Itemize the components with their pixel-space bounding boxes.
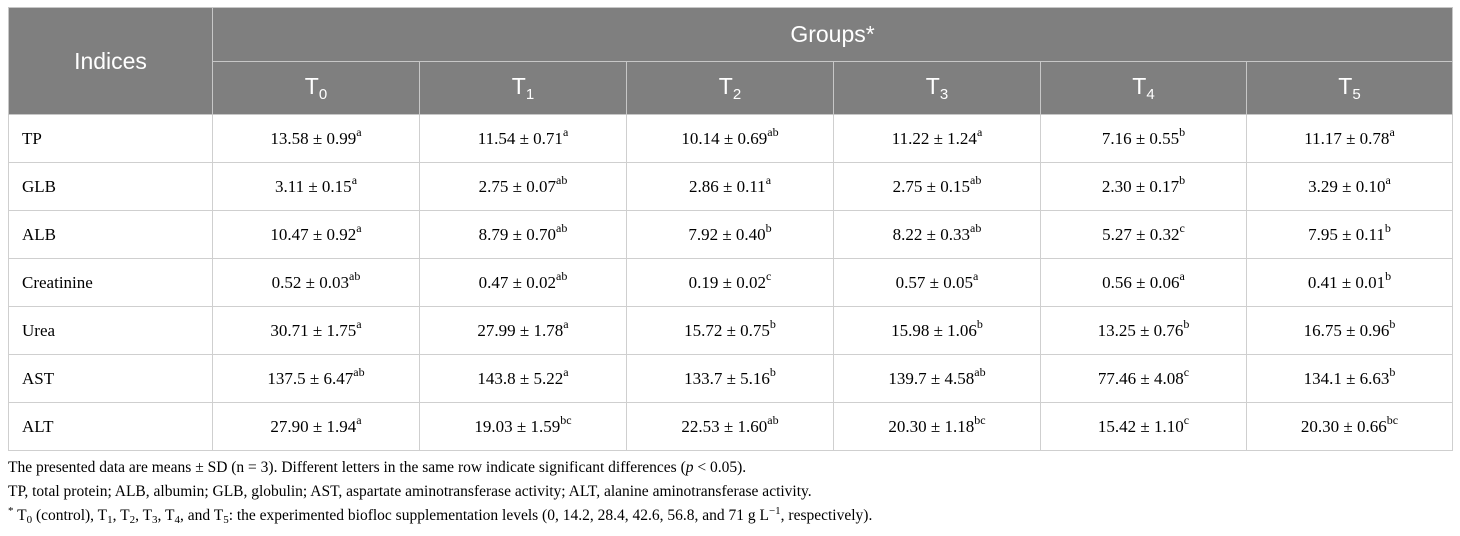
table-row-urea: Urea 30.71 ± 1.75a 27.99 ± 1.78a 15.72 ±… [8, 306, 1453, 355]
table-cell: 8.79 ± 0.70ab [419, 210, 627, 259]
table-cell: 8.22 ± 0.33ab [833, 210, 1041, 259]
table-row-ast: AST 137.5 ± 6.47ab 143.8 ± 5.22a 133.7 ±… [8, 354, 1453, 403]
table-cell: 19.03 ± 1.59bc [419, 402, 627, 451]
table-cell: 2.30 ± 0.17b [1040, 162, 1247, 211]
row-label: GLB [8, 162, 213, 211]
row-label: ALB [8, 210, 213, 259]
table-cell: 11.17 ± 0.78a [1246, 114, 1453, 163]
groups-header: Groups* [212, 7, 1453, 62]
table-cell: 13.25 ± 0.76b [1040, 306, 1247, 355]
column-header-t0: T0 [212, 61, 420, 115]
table-cell: 15.98 ± 1.06b [833, 306, 1041, 355]
column-header-t2: T2 [626, 61, 834, 115]
table-cell: 20.30 ± 0.66bc [1246, 402, 1453, 451]
table-cell: 0.57 ± 0.05a [833, 258, 1041, 307]
table-cell: 0.19 ± 0.02c [626, 258, 834, 307]
row-label: Urea [8, 306, 213, 355]
table-cell: 27.90 ± 1.94a [212, 402, 420, 451]
column-header-t5: T5 [1246, 61, 1453, 115]
table-cell: 10.47 ± 0.92a [212, 210, 420, 259]
row-label: TP [8, 114, 213, 163]
table-row-alt: ALT 27.90 ± 1.94a 19.03 ± 1.59bc 22.53 ±… [8, 402, 1453, 451]
table-cell: 7.95 ± 0.11b [1246, 210, 1453, 259]
table-cell: 30.71 ± 1.75a [212, 306, 420, 355]
table-footnotes: The presented data are means ± SD (n = 3… [8, 456, 872, 528]
table-cell: 2.75 ± 0.07ab [419, 162, 627, 211]
row-label: AST [8, 354, 213, 403]
table-container: Indices Groups* T0 T1 T2 T3 T4 T5 TP 13.… [8, 7, 1453, 451]
header-row-treatments: T0 T1 T2 T3 T4 T5 [9, 61, 1453, 115]
table-cell: 16.75 ± 0.96b [1246, 306, 1453, 355]
table-cell: 0.41 ± 0.01b [1246, 258, 1453, 307]
footnote-abbreviations: TP, total protein; ALB, albumin; GLB, gl… [8, 483, 812, 500]
header-row-groups: Indices Groups* [8, 7, 1453, 115]
table-row-alb: ALB 10.47 ± 0.92a 8.79 ± 0.70ab 7.92 ± 0… [8, 210, 1453, 259]
table-row-creatinine: Creatinine 0.52 ± 0.03ab 0.47 ± 0.02ab 0… [8, 258, 1453, 307]
table-cell: 20.30 ± 1.18bc [833, 402, 1041, 451]
table-cell: 0.56 ± 0.06a [1040, 258, 1247, 307]
table-cell: 13.58 ± 0.99a [212, 114, 420, 163]
table-cell: 134.1 ± 6.63b [1246, 354, 1453, 403]
table-cell: 27.99 ± 1.78a [419, 306, 627, 355]
table-cell: 143.8 ± 5.22a [419, 354, 627, 403]
table-cell: 133.7 ± 5.16b [626, 354, 834, 403]
row-label: ALT [8, 402, 213, 451]
table-cell: 10.14 ± 0.69ab [626, 114, 834, 163]
column-header-t3: T3 [833, 61, 1041, 115]
footnote-groups: * T0 (control), T1, T2, T3, T4, and T5: … [8, 505, 873, 526]
table-cell: 2.75 ± 0.15ab [833, 162, 1041, 211]
table-cell: 7.92 ± 0.40b [626, 210, 834, 259]
table-row-tp: TP 13.58 ± 0.99a 11.54 ± 0.71a 10.14 ± 0… [8, 114, 1453, 163]
table-cell: 7.16 ± 0.55b [1040, 114, 1247, 163]
footnote-statistics: The presented data are means ± SD (n = 3… [8, 459, 747, 476]
table-cell: 137.5 ± 6.47ab [212, 354, 420, 403]
table-cell: 0.52 ± 0.03ab [212, 258, 420, 307]
column-header-t1: T1 [419, 61, 627, 115]
table-cell: 11.22 ± 1.24a [833, 114, 1041, 163]
table-cell: 3.29 ± 0.10a [1246, 162, 1453, 211]
table-cell: 139.7 ± 4.58ab [833, 354, 1041, 403]
results-table: Indices Groups* T0 T1 T2 T3 T4 T5 TP 13.… [8, 7, 1453, 451]
table-cell: 15.42 ± 1.10c [1040, 402, 1247, 451]
table-cell: 22.53 ± 1.60ab [626, 402, 834, 451]
table-cell: 15.72 ± 0.75b [626, 306, 834, 355]
table-cell: 5.27 ± 0.32c [1040, 210, 1247, 259]
table-row-glb: GLB 3.11 ± 0.15a 2.75 ± 0.07ab 2.86 ± 0.… [8, 162, 1453, 211]
table-cell: 3.11 ± 0.15a [212, 162, 420, 211]
indices-header: Indices [8, 7, 213, 115]
table-cell: 0.47 ± 0.02ab [419, 258, 627, 307]
row-label: Creatinine [8, 258, 213, 307]
table-cell: 11.54 ± 0.71a [419, 114, 627, 163]
column-header-t4: T4 [1040, 61, 1247, 115]
table-cell: 77.46 ± 4.08c [1040, 354, 1247, 403]
table-cell: 2.86 ± 0.11a [626, 162, 834, 211]
